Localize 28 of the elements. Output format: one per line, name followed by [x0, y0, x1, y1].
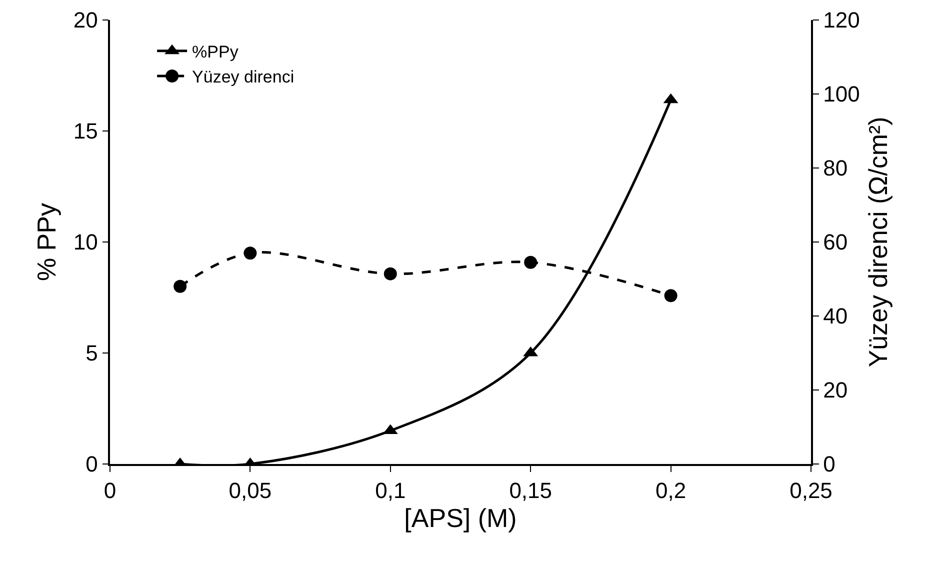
x-tick-label: 0,25: [790, 478, 832, 504]
y2-tick-label: 60: [823, 230, 848, 255]
y2-tick-label: 20: [823, 378, 848, 403]
y2-axis-title: Yüzey direnci (Ω/cm²): [863, 116, 894, 368]
x-tick-label: 0,1: [375, 478, 406, 504]
legend-label: Yüzey direnci: [192, 68, 294, 87]
x-tick-label: 0,15: [509, 478, 552, 504]
y-tick-label: 20: [73, 8, 98, 33]
point: [664, 289, 678, 302]
point: [524, 256, 538, 269]
y-tick-label: 0: [86, 452, 98, 477]
x-tick-label: 0,2: [656, 478, 686, 504]
point: [244, 246, 257, 260]
legend-label: %PPy: [192, 42, 239, 62]
y2-tick-label: 80: [823, 156, 848, 181]
y2-tick-label: 0: [823, 452, 836, 477]
y2-tick-label: 100: [823, 82, 860, 107]
y-tick-label: 5: [86, 340, 98, 366]
point: [174, 280, 187, 293]
y-tick-label: 10: [73, 230, 98, 255]
y2-tick-label: 40: [823, 304, 848, 329]
y-tick-label: 15: [73, 118, 98, 144]
x-axis-title: [APS] (M): [404, 503, 517, 534]
x-tick-label: 0: [104, 478, 116, 504]
y2-tick-label: 120: [823, 8, 860, 33]
y-axis-title: % PPy: [31, 202, 62, 282]
x-tick-label: 0,05: [228, 478, 272, 504]
point: [384, 267, 397, 280]
